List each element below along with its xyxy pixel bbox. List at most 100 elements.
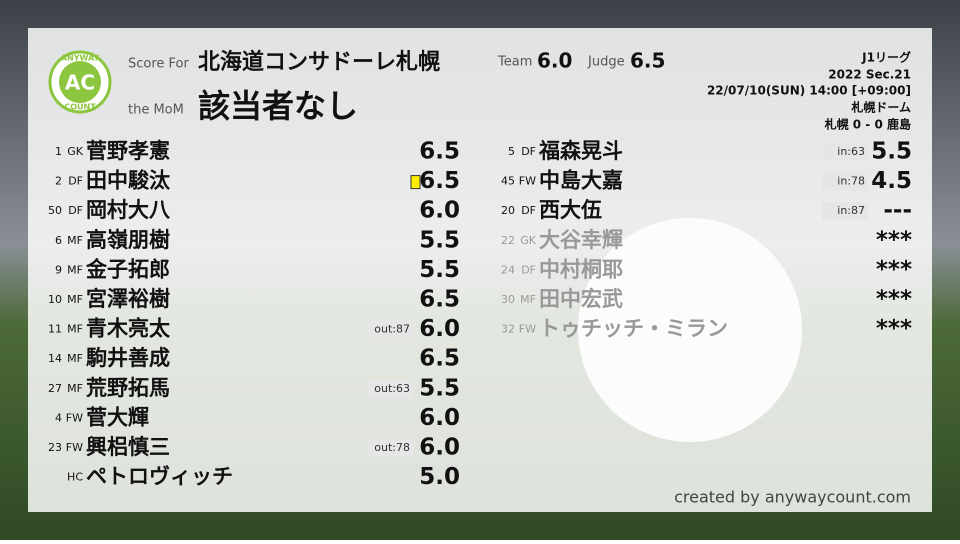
player-score: 6.0: [419, 198, 460, 224]
note-box: [822, 172, 868, 191]
player-number: 23: [48, 441, 62, 454]
player-name: 荒野拓馬: [86, 376, 170, 400]
judge-label: Judge: [587, 55, 625, 70]
player-score: 5.5: [419, 257, 460, 283]
player-number: 2: [55, 175, 62, 188]
player-position: FW: [66, 411, 83, 424]
player-name: 高嶺朋樹: [86, 228, 170, 252]
player-name: 興梠慎三: [86, 435, 170, 459]
mom: 該当者なし: [198, 87, 358, 125]
player-position: MF: [67, 293, 83, 306]
yellow-card: [410, 175, 421, 190]
player-name: 菅野孝憲: [86, 139, 170, 163]
player-name: 中島大嘉: [539, 169, 623, 193]
player-number: 9: [55, 263, 62, 276]
player-name: 大谷幸輝: [539, 228, 623, 252]
league: J1リーグ: [861, 50, 911, 65]
team-score: 6.0: [537, 49, 572, 73]
player-position: HC: [67, 471, 83, 484]
player-position: MF: [520, 293, 536, 306]
player-score: 6.0: [419, 405, 460, 431]
sub-note: out:78: [374, 441, 410, 454]
team-name: 北海道コンサドーレ札幌: [198, 49, 440, 75]
player-name: 中村桐耶: [539, 257, 623, 281]
player-position: DF: [521, 263, 536, 276]
player-number: 30: [501, 293, 515, 306]
player-position: DF: [521, 145, 536, 158]
player-number: 24: [501, 263, 515, 276]
player-name: 駒井善成: [86, 346, 170, 370]
sub-note: in:78: [837, 175, 865, 188]
player-position: FW: [66, 441, 83, 454]
player-position: FW: [519, 323, 536, 336]
player-number: 10: [48, 293, 62, 306]
player-name: ペトロヴィッチ: [86, 465, 233, 489]
player-number: 11: [48, 323, 62, 336]
player-name: 福森晃斗: [538, 139, 623, 163]
mom-label: the MoM: [128, 103, 184, 118]
player-score: ***: [876, 287, 912, 313]
player-score: 6.5: [419, 139, 460, 165]
sub-note: in:87: [837, 204, 865, 217]
player-number: 45: [501, 175, 515, 188]
player-number: 50: [48, 204, 62, 217]
player-position: FW: [519, 175, 536, 188]
player-number: 1: [55, 145, 62, 158]
player-number: 4: [55, 411, 62, 424]
team-label: Team: [497, 55, 532, 70]
player-score: 6.0: [419, 435, 460, 461]
player-name: 田中宏武: [539, 287, 623, 311]
player-number: 6: [55, 234, 62, 247]
season: 2022 Sec.21: [828, 68, 911, 82]
judge-score: 6.5: [630, 49, 665, 73]
player-name: 菅大輝: [86, 405, 149, 429]
venue: 札幌ドーム: [850, 100, 911, 115]
player-position: MF: [67, 263, 83, 276]
logo-bottom: COUNT: [64, 103, 96, 112]
player-score: 6.0: [419, 316, 460, 342]
player-number: 14: [48, 352, 62, 365]
player-score: 6.5: [419, 168, 460, 194]
player-number: 20: [501, 204, 515, 217]
player-score: 6.5: [419, 287, 460, 313]
player-position: MF: [67, 323, 83, 336]
note-box: [822, 202, 868, 221]
sub-note: out:87: [374, 323, 410, 336]
player-position: MF: [67, 352, 83, 365]
player-score: 5.5: [871, 139, 912, 165]
player-name: 金子拓郎: [85, 257, 170, 281]
player-score: 5.0: [419, 464, 460, 490]
player-score: ***: [876, 316, 912, 342]
player-number: 32: [501, 323, 515, 336]
player-position: GK: [67, 145, 84, 158]
logo-mark: AC: [65, 71, 95, 95]
logo-top: ANYWAY: [61, 54, 100, 63]
player-score: 5.5: [419, 227, 460, 253]
datetime: 22/07/10(SUN) 14:00 [+09:00]: [707, 84, 911, 98]
note-box: [367, 439, 413, 457]
player-number: 22: [501, 234, 515, 247]
player-name: 青木亮太: [86, 317, 171, 341]
player-score: ***: [876, 227, 912, 253]
player-name: 宮澤裕樹: [86, 287, 170, 311]
player-position: MF: [67, 382, 83, 395]
player-score: ***: [876, 257, 912, 283]
credit: created by anywaycount.com: [674, 488, 911, 507]
player-name: 西大伍: [539, 198, 602, 222]
note-box: [367, 320, 413, 339]
player-score: 4.5: [871, 168, 912, 194]
player-name: 田中駿汰: [86, 169, 171, 193]
player-name: トゥチッチ・ミラン: [539, 317, 728, 341]
player-position: DF: [68, 175, 83, 188]
player-number: 5: [508, 145, 515, 158]
sub-note: in:63: [837, 145, 865, 158]
sub-note: out:63: [374, 382, 410, 395]
player-name: 岡村大八: [86, 198, 171, 222]
note-box: [822, 143, 868, 161]
logo-inner: [59, 61, 101, 103]
result: 札幌 0 - 0 鹿島: [824, 117, 911, 132]
panel: [28, 28, 932, 512]
player-position: MF: [67, 234, 83, 247]
player-number: 27: [48, 382, 62, 395]
